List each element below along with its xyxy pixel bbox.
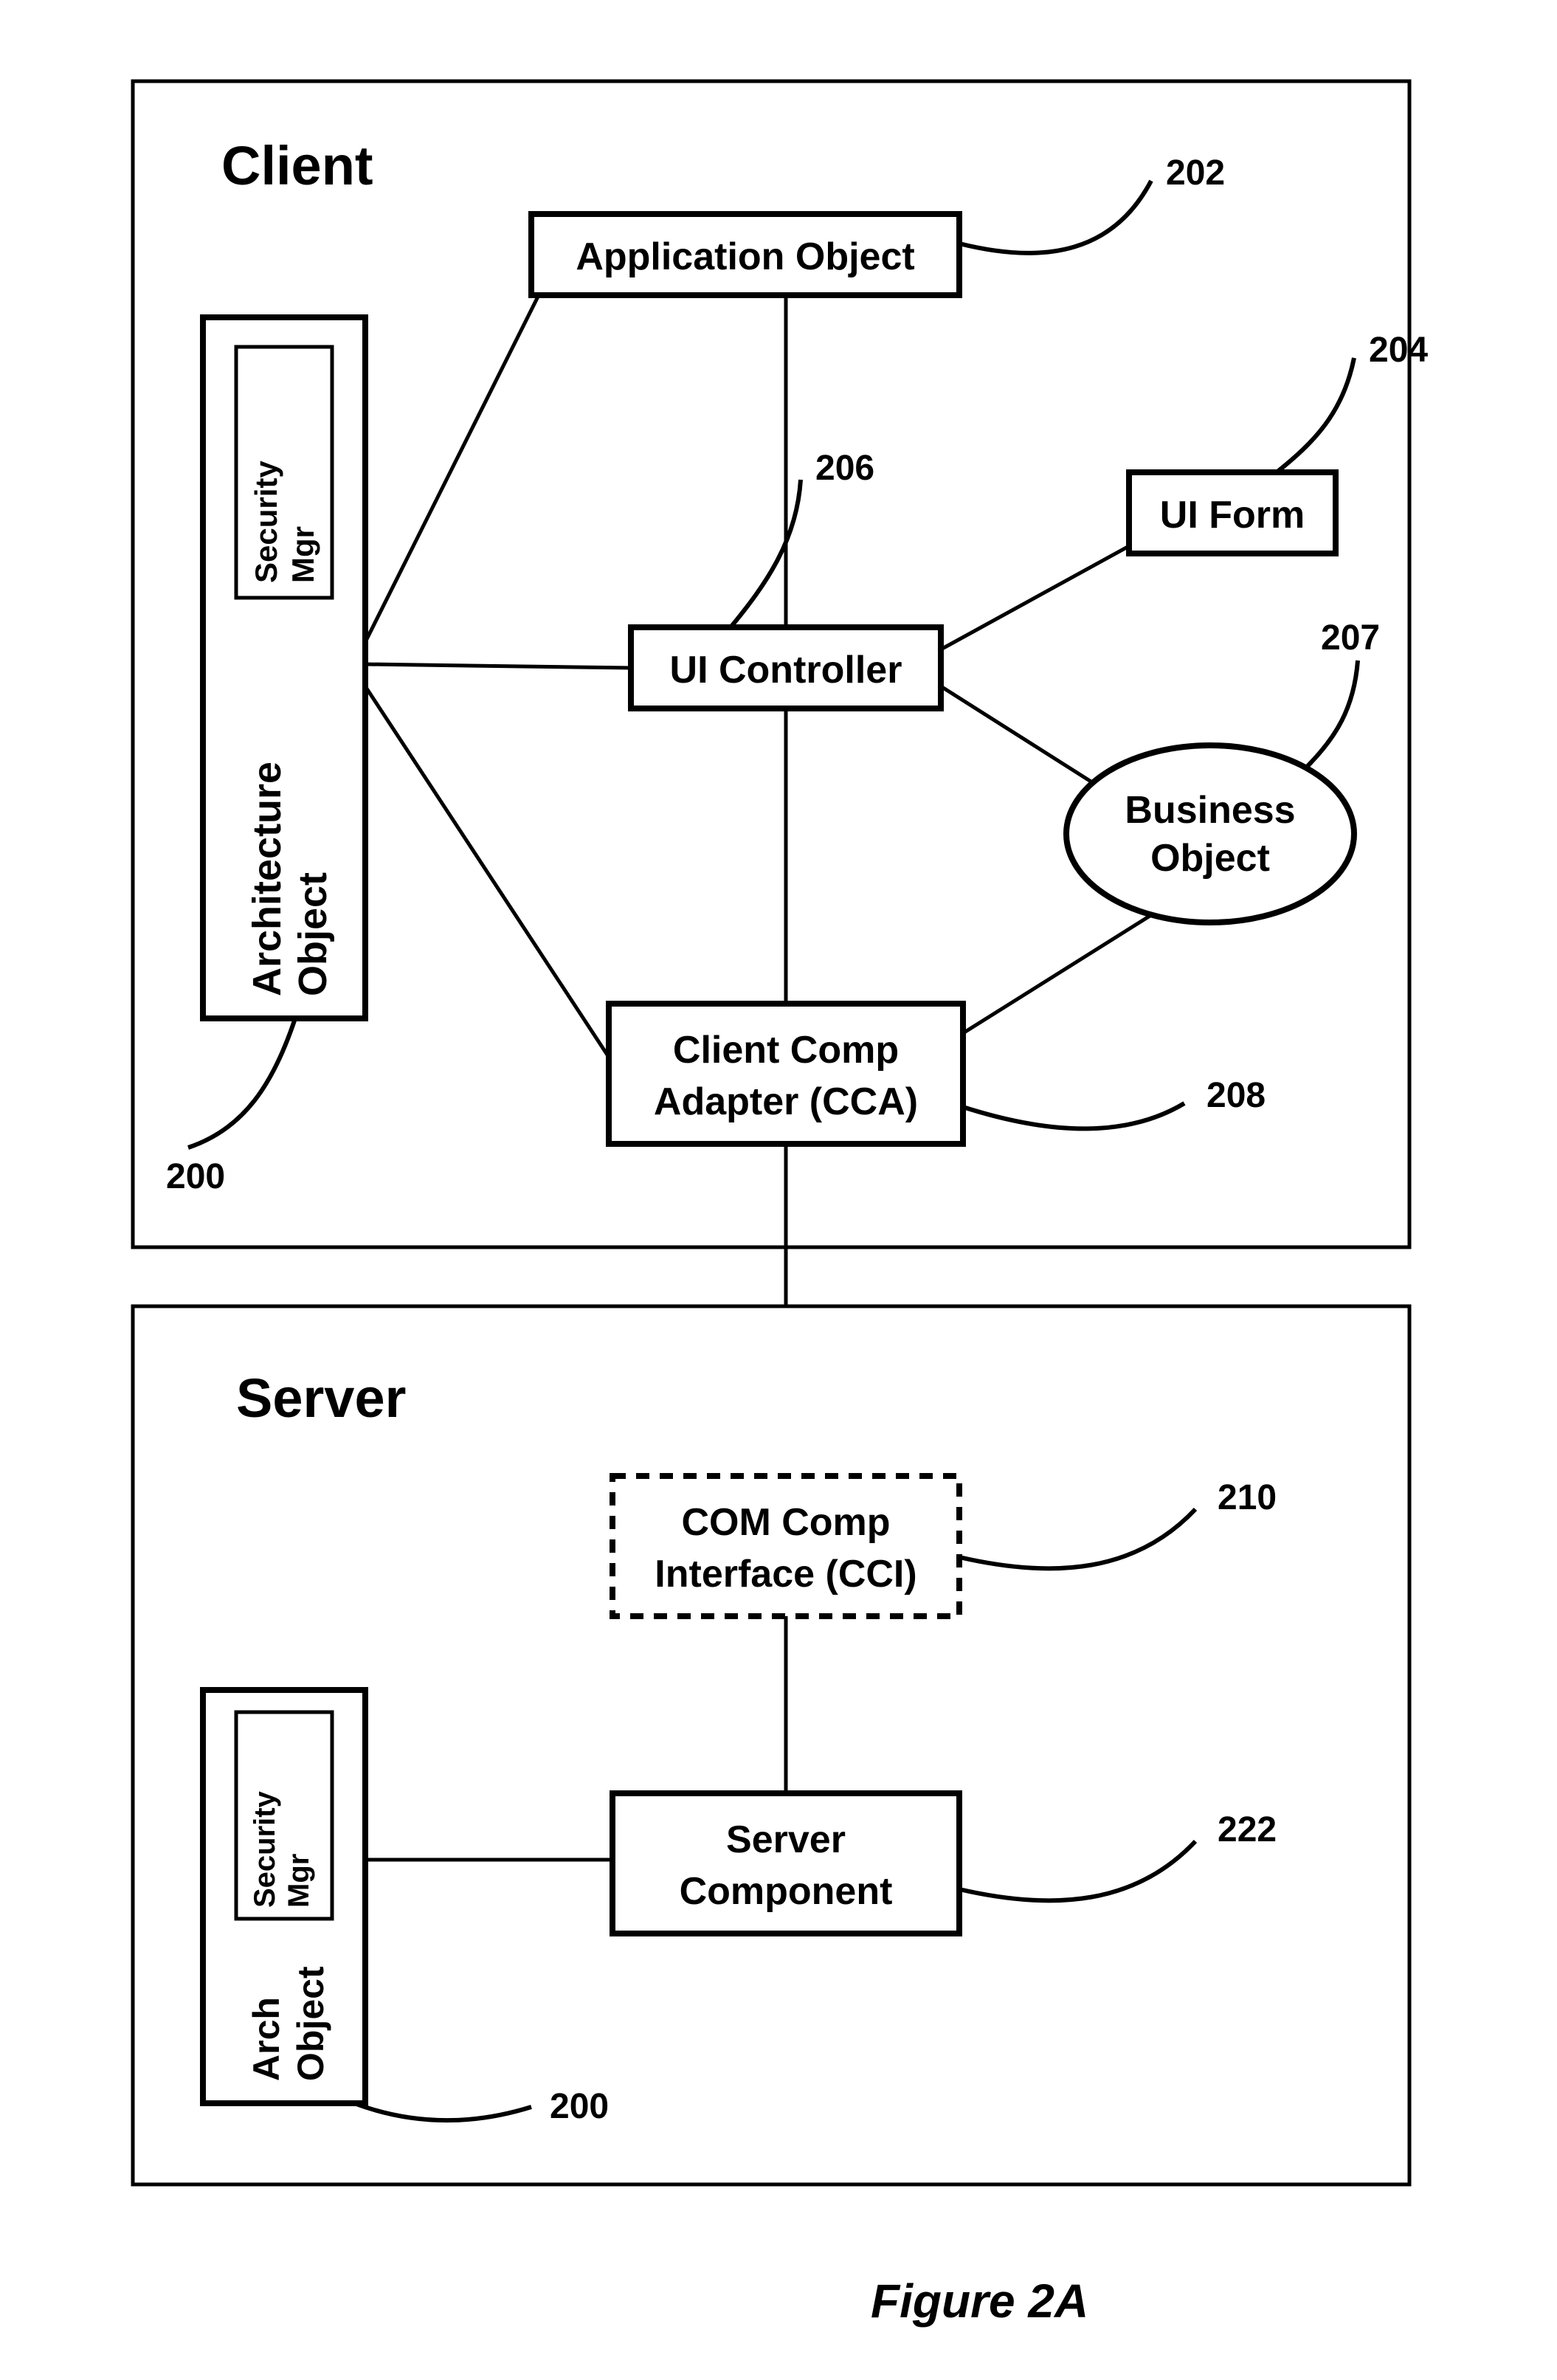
ui-form-label: UI Form — [1160, 494, 1305, 537]
server-arch-object-label-2: Object — [290, 1966, 331, 2081]
business-object-label-1: Business — [1125, 789, 1295, 832]
cca-label-2: Adapter (CCA) — [654, 1080, 918, 1123]
cci-label-1: COM Comp — [681, 1501, 890, 1544]
ref-207: 207 — [1321, 618, 1380, 658]
business-object — [1066, 745, 1354, 922]
server-component-label-2: Component — [680, 1870, 893, 1913]
server-component-label-1: Server — [726, 1818, 846, 1861]
server-security-mgr-label-1: Security — [249, 1790, 281, 1908]
client-arch-object-label-2: Object — [291, 872, 335, 996]
ref-200-client: 200 — [166, 1157, 225, 1196]
ref-222: 222 — [1218, 1810, 1277, 1849]
application-object-label: Application Object — [576, 235, 914, 278]
ref-206: 206 — [815, 449, 874, 488]
server-arch-object-label-1: Arch — [246, 1997, 287, 2081]
cca-label-1: Client Comp — [673, 1029, 899, 1072]
server-title: Server — [236, 1367, 406, 1429]
ui-controller-label: UI Controller — [670, 649, 902, 691]
client-arch-object-label-1: Architecture — [245, 762, 289, 996]
client-security-mgr-label-2: Mgr — [286, 526, 320, 583]
figure-caption: Figure 2A — [871, 2274, 1088, 2328]
ref-210: 210 — [1218, 1478, 1277, 1517]
ref-200-server: 200 — [550, 2087, 609, 2126]
client-security-mgr-label-1: Security — [249, 461, 283, 583]
cci-label-2: Interface (CCI) — [655, 1553, 916, 1596]
figure-canvas: Client Security Mgr Architecture Object … — [0, 0, 1557, 2380]
business-object-label-2: Object — [1150, 837, 1270, 880]
client-title: Client — [221, 135, 373, 196]
ref-208: 208 — [1206, 1076, 1266, 1115]
ref-202: 202 — [1166, 154, 1225, 193]
ref-204: 204 — [1369, 331, 1428, 370]
server-security-mgr-label-2: Mgr — [283, 1854, 315, 1908]
